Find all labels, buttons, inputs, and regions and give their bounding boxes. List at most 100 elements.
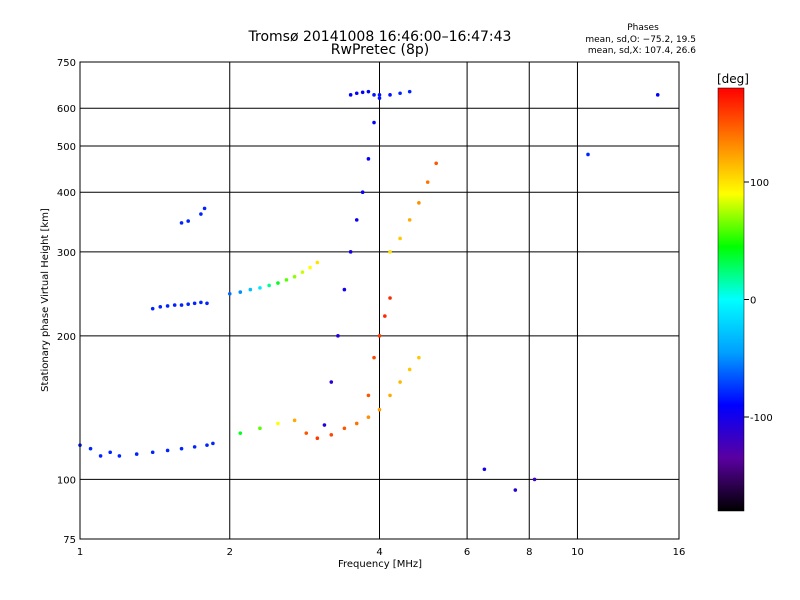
y-axis-label: Stationary phase Virtual Height [km] xyxy=(40,208,51,392)
data-point xyxy=(366,89,371,94)
x-tick-label: 4 xyxy=(376,547,382,558)
data-point xyxy=(88,446,93,451)
grid-lines xyxy=(80,62,679,539)
data-point xyxy=(366,415,371,420)
x-tick-label: 1 xyxy=(77,547,83,558)
y-tick-label: 600 xyxy=(57,104,76,115)
phases-heading: Phases xyxy=(627,23,659,33)
data-point xyxy=(388,250,392,254)
data-point xyxy=(377,93,382,97)
data-point xyxy=(158,305,163,309)
y-tick-label: 300 xyxy=(57,248,76,259)
colorbar-tick-label: -100 xyxy=(750,413,773,424)
colorbar-ticks: 100 0 -100 xyxy=(744,178,773,424)
data-point xyxy=(372,120,376,125)
data-point xyxy=(117,454,122,458)
chart-title: Tromsø 20141008 16:46:00–16:47:43 xyxy=(248,29,512,45)
data-point xyxy=(267,283,271,288)
data-point xyxy=(276,421,280,426)
data-point xyxy=(342,287,347,292)
y-tick-label: 400 xyxy=(57,188,76,199)
data-point xyxy=(199,212,203,216)
data-point xyxy=(388,93,392,97)
data-point xyxy=(482,467,487,472)
data-point xyxy=(179,221,184,225)
data-point xyxy=(179,446,184,451)
x-tick-label: 8 xyxy=(526,547,532,558)
data-point xyxy=(398,380,402,384)
data-point xyxy=(304,431,309,435)
data-point xyxy=(227,291,232,296)
data-point xyxy=(186,302,190,306)
x-tick-label: 6 xyxy=(464,547,470,558)
phases-o-stats: mean, sd,O: −75.2, 19.5 xyxy=(585,35,696,45)
data-point xyxy=(258,286,262,290)
data-point xyxy=(165,304,170,308)
data-point xyxy=(211,441,215,446)
data-point xyxy=(586,152,590,157)
data-point xyxy=(513,488,518,492)
data-point xyxy=(150,450,155,455)
phases-x-stats: mean, sd,X: 107.4, 26.6 xyxy=(588,46,696,56)
data-point xyxy=(354,218,359,222)
data-point xyxy=(366,393,371,398)
data-point xyxy=(354,91,359,96)
data-point xyxy=(407,89,412,94)
data-point xyxy=(248,287,253,292)
data-point xyxy=(342,426,347,431)
data-point xyxy=(238,431,243,435)
x-tick-label: 2 xyxy=(227,547,233,558)
data-point xyxy=(205,443,209,447)
colorbar xyxy=(717,87,745,512)
data-point xyxy=(434,161,438,166)
data-point xyxy=(398,91,402,96)
data-point xyxy=(366,157,371,161)
data-point xyxy=(165,448,170,453)
data-point xyxy=(360,190,365,195)
data-point xyxy=(292,274,297,279)
data-point xyxy=(407,367,412,372)
data-point xyxy=(192,301,197,306)
data-point xyxy=(377,407,382,412)
data-point xyxy=(108,450,112,455)
data-point xyxy=(276,281,280,285)
data-point xyxy=(655,93,660,97)
data-point xyxy=(354,421,359,426)
data-point xyxy=(336,334,340,338)
plot-frame xyxy=(79,61,680,540)
data-point xyxy=(417,355,421,360)
data-point xyxy=(308,265,312,270)
data-point xyxy=(383,314,387,318)
y-axis-ticks: 75 100 200 300 400 500 600 750 xyxy=(57,58,76,546)
data-point xyxy=(360,90,365,95)
data-point xyxy=(172,303,177,307)
data-point xyxy=(377,96,382,100)
data-point xyxy=(98,454,103,458)
data-point xyxy=(348,93,353,97)
y-tick-label: 750 xyxy=(57,58,76,69)
x-axis-label: Frequency [MHz] xyxy=(338,559,422,570)
x-axis-ticks: 1 2 4 6 8 10 16 xyxy=(77,547,686,558)
data-point xyxy=(388,296,392,300)
data-point xyxy=(186,219,190,223)
data-point xyxy=(258,426,262,431)
data-point xyxy=(407,218,412,222)
data-point xyxy=(425,180,430,184)
colorbar-tick-label: 0 xyxy=(750,296,756,307)
data-point xyxy=(300,270,305,274)
data-point xyxy=(322,423,327,427)
data-point xyxy=(179,303,184,307)
data-point xyxy=(315,260,320,265)
y-tick-label: 200 xyxy=(57,332,76,343)
data-point xyxy=(202,206,207,211)
data-point xyxy=(205,301,209,306)
data-point xyxy=(388,393,392,398)
x-tick-label: 10 xyxy=(571,547,584,558)
data-point xyxy=(348,250,353,254)
data-point xyxy=(532,477,537,482)
data-point xyxy=(329,433,334,437)
data-point xyxy=(238,290,243,294)
data-point xyxy=(329,380,334,384)
data-point xyxy=(315,436,320,441)
